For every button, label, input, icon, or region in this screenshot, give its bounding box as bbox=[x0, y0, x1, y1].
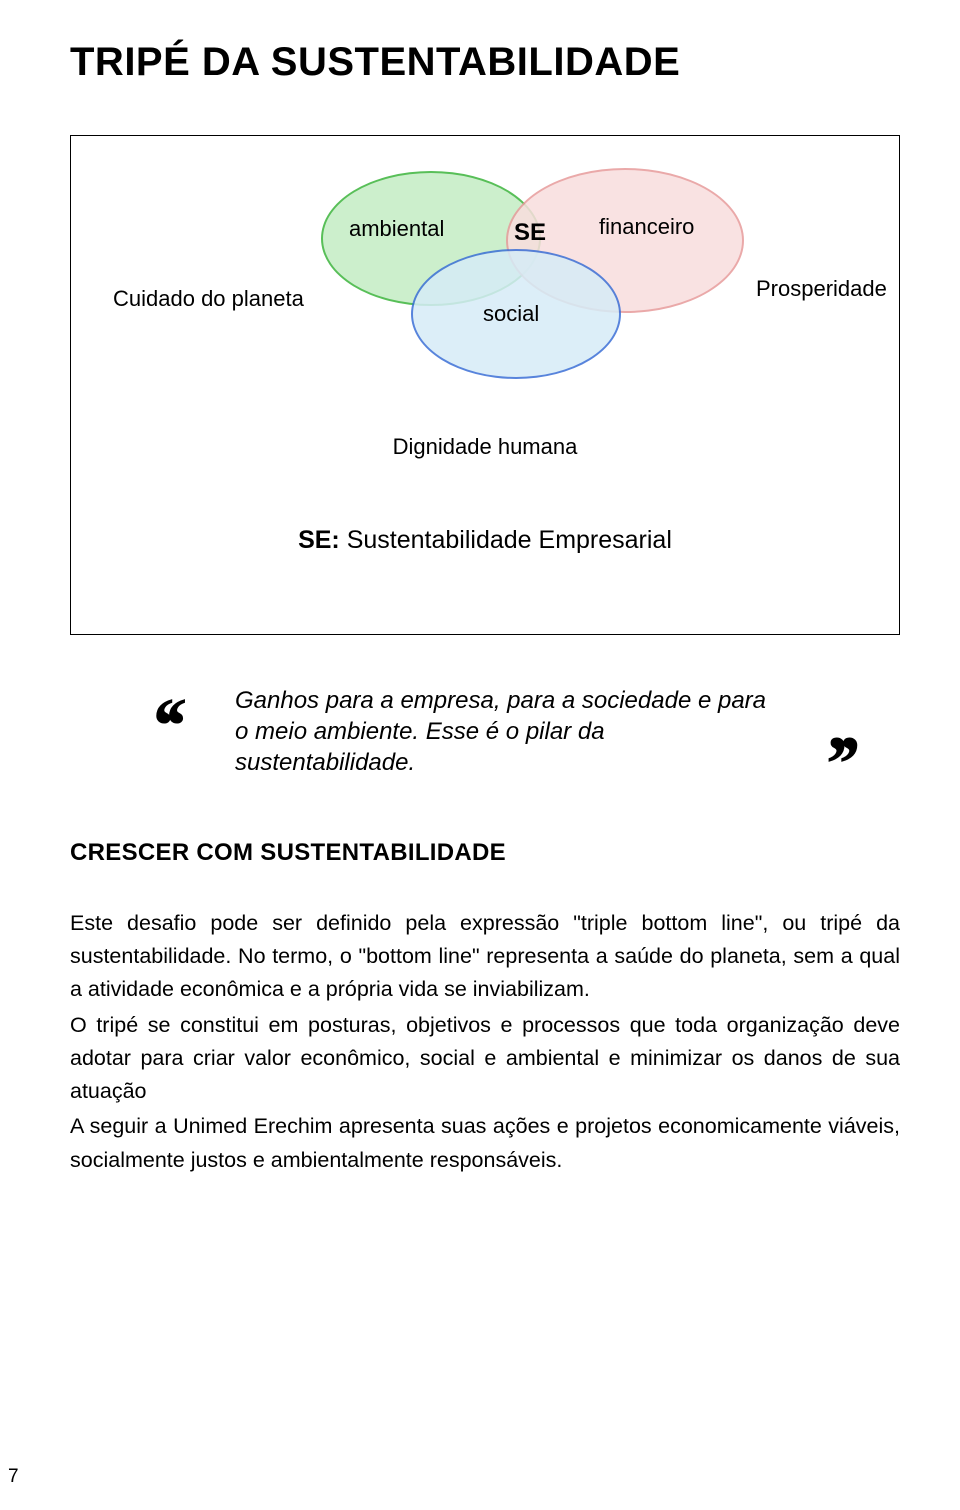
label-dignidade-humana: Dignidade humana bbox=[71, 434, 899, 460]
venn-area: ambiental SE financeiro social Cuidado d… bbox=[101, 156, 869, 416]
label-center-se: SE bbox=[514, 219, 546, 247]
label-prosperidade: Prosperidade bbox=[756, 276, 887, 302]
label-social: social bbox=[483, 301, 539, 327]
legend-prefix: SE: bbox=[298, 526, 340, 554]
quote-open-icon: ‘‘ bbox=[150, 703, 181, 751]
label-ambiental: ambiental bbox=[349, 216, 444, 242]
venn-diagram-box: ambiental SE financeiro social Cuidado d… bbox=[70, 135, 900, 635]
body-text: Este desafio pode ser definido pela expr… bbox=[70, 907, 900, 1178]
quote-block: ‘‘ Ganhos para a empresa, para a socieda… bbox=[70, 685, 900, 779]
section-heading: CRESCER COM SUSTENTABILIDADE bbox=[70, 839, 900, 867]
legend-text: Sustentabilidade Empresarial bbox=[340, 526, 672, 554]
paragraph: O tripé se constitui em posturas, objeti… bbox=[70, 1009, 900, 1109]
paragraph: Este desafio pode ser definido pela expr… bbox=[70, 907, 900, 1007]
page-number: 7 bbox=[8, 1466, 19, 1488]
quote-text: Ganhos para a empresa, para a sociedade … bbox=[235, 687, 766, 776]
label-financeiro: financeiro bbox=[599, 214, 694, 240]
quote-close-icon: ’’ bbox=[824, 741, 855, 789]
label-cuidado-planeta: Cuidado do planeta bbox=[113, 286, 304, 312]
paragraph: A seguir a Unimed Erechim apresenta suas… bbox=[70, 1110, 900, 1177]
page-title: TRIPÉ DA SUSTENTABILIDADE bbox=[70, 40, 900, 85]
legend-se: SE: Sustentabilidade Empresarial bbox=[71, 526, 899, 555]
